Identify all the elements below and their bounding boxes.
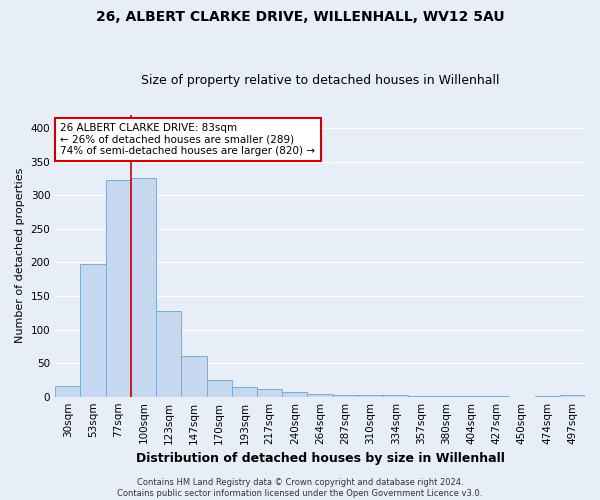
Bar bbox=[307, 394, 332, 396]
Bar bbox=[80, 264, 106, 396]
Bar bbox=[232, 388, 257, 396]
Bar bbox=[156, 310, 181, 396]
Y-axis label: Number of detached properties: Number of detached properties bbox=[15, 168, 25, 344]
Text: 26 ALBERT CLARKE DRIVE: 83sqm
← 26% of detached houses are smaller (289)
74% of : 26 ALBERT CLARKE DRIVE: 83sqm ← 26% of d… bbox=[61, 123, 316, 156]
Title: Size of property relative to detached houses in Willenhall: Size of property relative to detached ho… bbox=[141, 74, 499, 87]
Text: Contains HM Land Registry data © Crown copyright and database right 2024.
Contai: Contains HM Land Registry data © Crown c… bbox=[118, 478, 482, 498]
Bar bbox=[181, 356, 206, 397]
Text: 26, ALBERT CLARKE DRIVE, WILLENHALL, WV12 5AU: 26, ALBERT CLARKE DRIVE, WILLENHALL, WV1… bbox=[95, 10, 505, 24]
Bar bbox=[257, 390, 282, 396]
Bar bbox=[560, 394, 585, 396]
Bar bbox=[106, 180, 131, 396]
Bar bbox=[55, 386, 80, 396]
Bar bbox=[332, 394, 358, 396]
Bar bbox=[131, 178, 156, 396]
X-axis label: Distribution of detached houses by size in Willenhall: Distribution of detached houses by size … bbox=[136, 452, 505, 465]
Bar bbox=[282, 392, 307, 396]
Bar bbox=[206, 380, 232, 396]
